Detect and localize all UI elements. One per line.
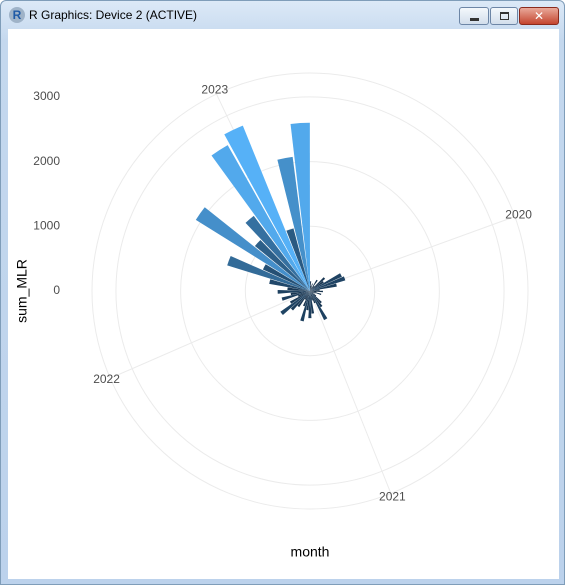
outer-grid-circle [91, 72, 529, 510]
bar [310, 291, 315, 314]
bar [310, 281, 324, 291]
y-tick-label: 0 [53, 283, 60, 297]
grid-spoke [110, 290, 311, 379]
bar [245, 215, 310, 291]
bar [310, 289, 320, 291]
grid-spoke [309, 290, 392, 494]
y-tick-label: 3000 [33, 89, 60, 103]
bar [310, 283, 313, 291]
y-axis-title: sum_MLR [14, 259, 30, 323]
bar [310, 291, 316, 304]
bar [310, 291, 314, 294]
bar [310, 281, 312, 291]
maximize-button[interactable] [490, 7, 518, 25]
bar [306, 291, 310, 311]
bar [300, 291, 310, 322]
x-tick-label: 2020 [505, 207, 532, 221]
bar [310, 291, 322, 296]
bar [308, 291, 312, 319]
bar [310, 291, 328, 321]
bar [227, 256, 310, 291]
bar [310, 291, 322, 304]
bar [290, 291, 310, 296]
bar [211, 145, 310, 291]
bar [310, 279, 318, 291]
minimize-button[interactable] [459, 7, 489, 25]
bar [297, 291, 310, 308]
x-tick-label: 2023 [201, 83, 228, 97]
bar [262, 264, 310, 291]
x-tick-label: 2022 [93, 372, 120, 386]
bar [304, 291, 310, 300]
grid-circle [115, 96, 505, 486]
bar [269, 279, 310, 291]
bar [310, 290, 323, 293]
bar [310, 276, 346, 291]
grid-circle [180, 161, 440, 421]
bar [281, 291, 310, 301]
bar [310, 285, 315, 291]
chart: month sum_MLR 0 1000 2000 3000 2020 2021 2022 2… [14, 72, 532, 560]
title-bar: R R Graphics: Device 2 (ACTIVE) [1, 1, 564, 29]
bar [310, 285, 312, 291]
bar [254, 239, 310, 291]
app-icon: R [9, 7, 25, 23]
bar [277, 290, 310, 294]
plot-area: month sum_MLR 0 1000 2000 3000 2020 2021 2022 2… [8, 29, 559, 579]
x-tick-label: 2021 [379, 489, 406, 503]
grid-circle [244, 225, 376, 357]
bar [310, 273, 342, 291]
bar [303, 291, 310, 307]
bar [277, 156, 310, 291]
bar [290, 291, 310, 311]
bar [289, 291, 310, 304]
bar [310, 287, 312, 291]
y-tick-label: 1000 [33, 218, 60, 232]
bar [310, 277, 326, 291]
bar [310, 291, 316, 294]
bar [310, 283, 337, 291]
bar [310, 291, 313, 301]
bar [297, 291, 310, 297]
bar [310, 291, 317, 297]
close-button[interactable] [519, 7, 559, 25]
bar [286, 228, 310, 291]
x-axis-title: month [291, 544, 330, 560]
bar [310, 291, 317, 293]
y-tick-label: 2000 [33, 154, 60, 168]
bar [287, 287, 310, 291]
bar [310, 291, 323, 308]
bar [195, 207, 310, 291]
bar [224, 125, 310, 291]
bar [280, 291, 310, 316]
window-title: R Graphics: Device 2 (ACTIVE) [29, 8, 198, 22]
bar [290, 122, 310, 291]
